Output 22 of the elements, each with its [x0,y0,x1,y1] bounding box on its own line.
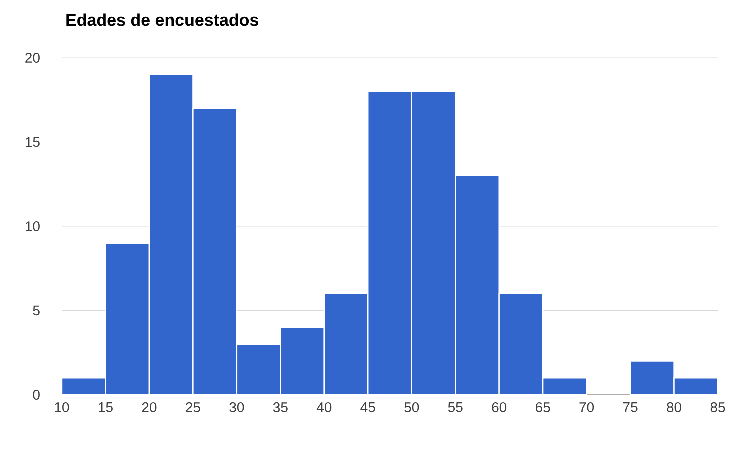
x-tick-label: 60 [492,402,507,412]
x-tick-label: 45 [360,402,376,412]
x-tick-label: 30 [230,402,244,412]
y-tick-label: 5 [33,306,40,316]
x-tick-label: 65 [536,402,550,412]
x-tick-label: 40 [316,402,332,412]
x-tick-label: 75 [623,402,638,412]
x-tick-label: 85 [710,402,726,412]
x-tick-label: 20 [142,402,157,412]
x-tick-label: 80 [667,402,682,412]
x-tick-label: 35 [273,402,288,412]
y-tick-label: 20 [26,53,40,63]
x-tick-label: 10 [55,402,70,412]
y-tick-label: 10 [26,222,40,232]
chart-title: Edades de encuestados [66,14,258,26]
x-tick-label: 55 [448,402,463,412]
y-tick-label: 0 [33,390,40,400]
x-tick-label: 15 [99,402,113,412]
x-tick-label: 25 [186,402,200,412]
x-tick-label: 70 [580,402,594,412]
y-tick-label: 15 [26,137,40,148]
x-tick-label: 50 [404,402,420,412]
